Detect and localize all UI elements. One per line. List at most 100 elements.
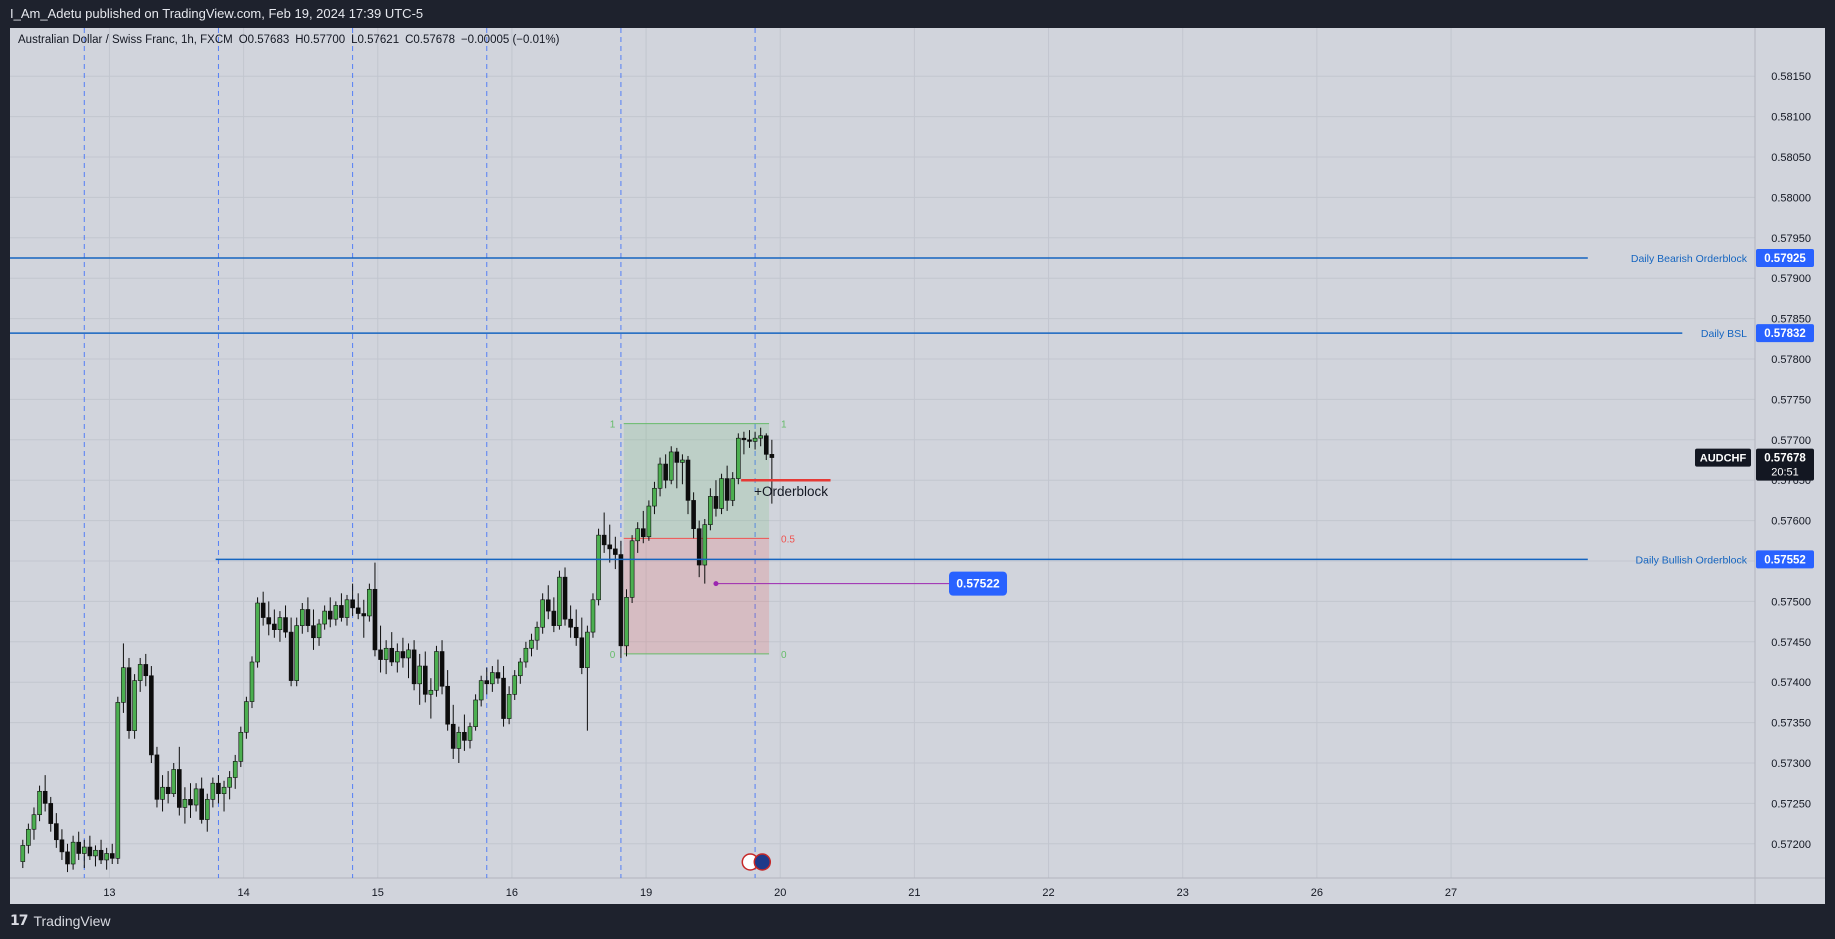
time-axis-label: 26 <box>1311 887 1323 899</box>
candle-up <box>635 528 640 542</box>
legend-high: H0.57700 <box>295 34 346 46</box>
candle-up <box>395 651 400 663</box>
time-axis-label: 27 <box>1445 887 1457 899</box>
candle-up <box>456 731 462 749</box>
candle-up <box>182 799 188 808</box>
candle-up <box>406 649 411 659</box>
candle-down <box>216 782 221 795</box>
candle-down <box>372 588 378 651</box>
last-price-text: 0.57678 <box>1764 453 1806 465</box>
candle-up <box>104 853 109 861</box>
candle-down <box>445 685 450 725</box>
price-axis-label: 0.58000 <box>1771 192 1811 204</box>
fib-label-right-05: 0.5 <box>781 534 795 545</box>
candle-down <box>545 599 551 612</box>
candle-down <box>42 790 48 804</box>
candle-up <box>70 841 76 865</box>
candle-down <box>422 665 428 695</box>
candle-down <box>378 649 383 660</box>
symbol-tag <box>1695 448 1751 467</box>
candle-up <box>171 769 177 795</box>
price-axis-label: 0.57900 <box>1771 273 1811 285</box>
candle-up <box>467 726 473 741</box>
level-price-text: 0.57832 <box>1764 328 1806 340</box>
candle-down <box>389 647 395 663</box>
candle-up <box>299 609 305 626</box>
candle-down <box>266 617 272 625</box>
chart-area[interactable]: 0.58150 0.58100 0.58050 0.58000 0.57950 0.579… <box>10 28 1825 904</box>
tradingview-icon: 17 <box>10 913 29 929</box>
candle-up <box>232 761 238 778</box>
time-axis-label: 20 <box>774 887 786 899</box>
candle-down <box>283 617 288 633</box>
candle-down <box>288 631 294 681</box>
low-marker-tag <box>949 571 1008 596</box>
candle-up <box>506 694 512 719</box>
candle-up <box>37 790 42 816</box>
candle-up <box>624 597 629 647</box>
low-marker-dot <box>713 581 719 587</box>
candle-down <box>495 672 501 679</box>
price-chart[interactable]: 0.58150 0.58100 0.58050 0.58000 0.57950 0.579… <box>10 28 1825 904</box>
candle-down <box>199 788 204 820</box>
candle-down <box>713 496 719 509</box>
legend-title: Australian Dollar / Swiss Franc, 1h, FXC… <box>18 34 233 46</box>
candle-up <box>244 701 249 733</box>
candle-up <box>652 487 657 507</box>
fib-label-right-0: 0 <box>781 650 787 661</box>
candle-down <box>579 637 585 668</box>
price-axis-label: 0.58050 <box>1771 152 1811 164</box>
candle-down <box>98 849 104 861</box>
candle-down <box>439 651 445 687</box>
fib-label-left-0: 0 <box>610 650 616 661</box>
price-axis-label: 0.57300 <box>1771 758 1811 770</box>
price-axis-label: 0.58100 <box>1771 112 1811 124</box>
candle-down <box>462 731 467 741</box>
time-axis-label: 19 <box>640 887 652 899</box>
time-axis-label: 21 <box>908 887 920 899</box>
publish-header: I_Am_Adetu published on TradingView.com,… <box>0 0 1835 28</box>
time-axis-label: 15 <box>372 887 384 899</box>
candle-down <box>165 786 171 795</box>
candle-down <box>154 754 160 800</box>
candle-up <box>204 799 210 820</box>
candle-up <box>344 599 350 618</box>
candle-up <box>428 689 434 695</box>
price-axis-label: 0.57400 <box>1771 677 1811 689</box>
candle-down <box>607 544 613 550</box>
candle-up <box>668 451 674 481</box>
candle-down <box>59 839 65 853</box>
candle-up <box>160 786 165 800</box>
candle-down <box>568 618 573 628</box>
candle-down <box>355 607 361 614</box>
price-axis-label: 0.57850 <box>1771 314 1811 326</box>
candle-down <box>177 769 182 808</box>
fib-label-right-1: 1 <box>781 420 787 431</box>
legend-change: −0.00005 (−0.01%) <box>460 34 560 46</box>
level-price-text: 0.57925 <box>1764 253 1806 265</box>
candle-up <box>730 478 736 501</box>
candle-up <box>702 524 708 566</box>
candle-up <box>629 540 635 598</box>
candle-down <box>76 841 81 854</box>
candle-up <box>255 602 260 663</box>
candle-down <box>696 528 702 566</box>
publish-line: I_Am_Adetu published on TradingView.com,… <box>10 6 424 21</box>
candle-up <box>132 680 137 731</box>
candle-down <box>551 610 557 626</box>
candle-up <box>752 437 758 442</box>
candle-up <box>719 478 724 509</box>
candle-down <box>87 846 93 857</box>
price-axis-label: 0.57200 <box>1771 839 1811 851</box>
candle-up <box>557 576 562 626</box>
candle-up <box>383 647 389 660</box>
tradingview-logo[interactable]: 17 TradingView <box>10 913 111 929</box>
candle-down <box>143 664 149 677</box>
candle-up <box>210 782 216 800</box>
legend-low: L0.57621 <box>351 34 400 46</box>
candle-down <box>674 451 680 463</box>
candle-down <box>361 613 367 617</box>
candle-down <box>350 599 355 609</box>
candle-up <box>657 463 663 489</box>
candle-up <box>540 599 545 628</box>
